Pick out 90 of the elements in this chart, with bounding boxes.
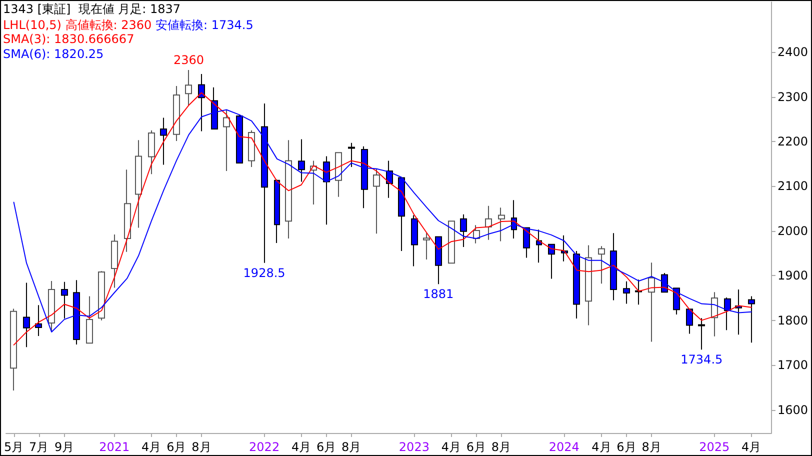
candlestick — [160, 117, 167, 166]
candlestick — [48, 280, 55, 332]
annotation: 1881 — [423, 287, 454, 302]
candlestick — [523, 227, 530, 258]
candlestick — [448, 220, 455, 264]
x-tick-label: 6月 — [616, 440, 636, 454]
candlestick — [635, 279, 642, 306]
y-tick-label: 1600 — [777, 402, 808, 417]
candlestick — [135, 140, 142, 228]
candlestick — [698, 318, 705, 350]
x-tick-label: 9月 — [54, 440, 74, 454]
candlestick — [623, 280, 630, 304]
x-tick-label: 2024 — [548, 440, 580, 454]
candlestick — [298, 138, 305, 182]
candlestick — [148, 130, 155, 175]
x-tick-label: 2025 — [699, 440, 730, 454]
text: SMA(3): 1830.666667 — [3, 32, 134, 46]
candlestick — [511, 200, 517, 240]
y-tick-label: 2000 — [777, 224, 808, 238]
candlestick — [348, 142, 355, 168]
annotation: 2360 — [173, 52, 204, 67]
x-tick-label: 8月 — [491, 440, 512, 454]
candlestick — [173, 86, 180, 142]
candlestick — [711, 292, 718, 337]
candlestick — [585, 244, 592, 326]
x-tick-label: 7月 — [29, 440, 49, 454]
annotation: 安値転換: 1734.5 — [156, 18, 254, 32]
x-tick-label: 4月 — [742, 440, 762, 454]
annotation: 1734.5 — [680, 352, 723, 367]
candlestick — [536, 229, 542, 264]
x-tick-label: 6月 — [166, 440, 186, 454]
candlestick — [98, 270, 105, 321]
x-tick-label: 4月 — [291, 440, 312, 454]
candlestick — [61, 281, 68, 320]
annotation: 1928.5 — [243, 266, 286, 280]
candlestick — [248, 130, 255, 168]
x-tick-label: 8月 — [342, 440, 362, 454]
y-tick-label: 1900 — [777, 268, 808, 283]
x-tick-label: 6月 — [316, 440, 336, 454]
candlestick — [373, 168, 380, 234]
candlestick — [561, 234, 568, 262]
candlestick — [411, 214, 418, 267]
x-tick-label: 5月 — [4, 440, 24, 454]
y-tick-label: 2300 — [777, 90, 808, 104]
annotation: LHL(10,5) 高値転換: 2360 — [3, 18, 152, 32]
x-tick-label: 2021 — [99, 440, 130, 454]
candlestick — [335, 152, 342, 198]
candlestick — [361, 146, 368, 209]
candlestick — [236, 114, 243, 164]
candlestick — [10, 308, 17, 392]
text: SMA(6): 1820.25 — [3, 47, 104, 61]
candlestick — [285, 140, 292, 240]
x-tick-label: 4月 — [142, 440, 162, 454]
candlestick — [185, 69, 192, 106]
x-tick-label: 2023 — [398, 440, 430, 454]
candlestick — [548, 244, 555, 280]
x-tick-label: 8月 — [192, 440, 212, 454]
candlestick — [498, 207, 505, 242]
candlestick — [673, 288, 680, 316]
chart-title: 1343 [東証] 現在値 月足: 1837 — [3, 2, 181, 16]
candlestick — [223, 110, 230, 172]
candlestick — [435, 236, 442, 285]
candlestick — [323, 156, 330, 226]
y-tick-label: 1800 — [777, 313, 808, 328]
candlestick — [423, 232, 430, 260]
candlestick — [485, 205, 492, 240]
candlestick — [610, 232, 617, 301]
candlestick — [124, 169, 131, 252]
y-tick-label: 2200 — [777, 134, 808, 148]
candlestick — [686, 308, 693, 334]
x-tick-label: 2022 — [249, 440, 280, 454]
candlestick — [274, 178, 280, 244]
x-tick-label: 4月 — [441, 440, 461, 454]
candlestick — [473, 224, 480, 244]
candlestick — [598, 246, 605, 284]
candlestick — [35, 304, 42, 336]
candlestick — [86, 296, 93, 344]
candlestick — [648, 262, 655, 342]
x-tick-label: 6月 — [466, 440, 486, 454]
candlestick — [573, 250, 580, 320]
candlestick — [386, 160, 393, 198]
y-tick-label: 1700 — [777, 358, 808, 372]
candlestick — [23, 282, 30, 348]
y-tick-label: 2100 — [777, 179, 808, 194]
candlestick — [111, 234, 118, 288]
x-tick-label: 4月 — [592, 440, 612, 454]
y-tick-label: 2400 — [777, 45, 808, 60]
candlestick — [398, 177, 405, 252]
candlestick — [460, 214, 467, 248]
x-tick-label: 8月 — [642, 440, 662, 454]
